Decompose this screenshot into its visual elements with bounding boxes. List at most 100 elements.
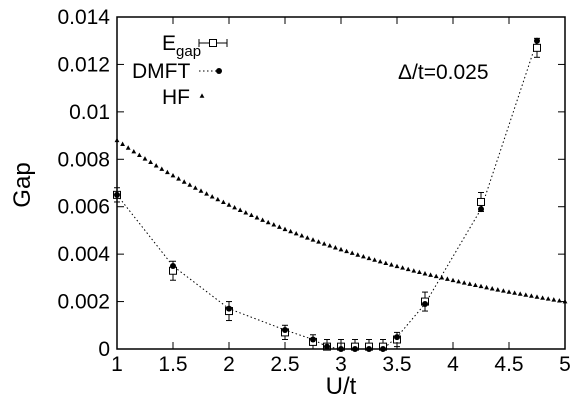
- hf-point: [170, 172, 176, 178]
- hf-point: [321, 241, 327, 246]
- hf-point: [484, 284, 489, 290]
- hf-point: [237, 207, 243, 212]
- hf-point: [176, 176, 181, 181]
- hf-point: [495, 287, 501, 292]
- hf-point: [316, 239, 321, 244]
- hf-point: [193, 185, 198, 190]
- hf-point: [361, 254, 366, 259]
- hf-point: [305, 235, 310, 240]
- hf-point: [282, 226, 288, 232]
- hf-point: [439, 275, 445, 280]
- hf-point: [137, 152, 142, 158]
- x-axis-title: U/t: [326, 373, 357, 400]
- y-tick-label: 0.012: [57, 53, 110, 76]
- hf-point: [187, 182, 193, 187]
- hf-point: [277, 224, 282, 229]
- hf-point: [260, 217, 265, 222]
- hf-point: [288, 228, 293, 234]
- hf-point: [221, 199, 226, 205]
- hf-point: [512, 290, 517, 295]
- hf-point: [215, 196, 221, 202]
- hf-point: [265, 219, 271, 225]
- hf-point: [131, 148, 137, 154]
- hf-point: [473, 282, 478, 288]
- hf-point: [551, 297, 557, 302]
- hf-point: [338, 246, 344, 252]
- dmft-point: [282, 327, 288, 334]
- dmft-point: [394, 334, 400, 341]
- y-tick-label: 0.004: [57, 243, 110, 266]
- hf-point: [333, 245, 338, 250]
- hf-point: [540, 295, 545, 300]
- x-tick-label: 2.5: [270, 353, 299, 376]
- hf-point: [534, 294, 540, 299]
- x-tick-label: 3.5: [382, 353, 411, 376]
- hf-point: [433, 273, 439, 279]
- hf-point: [142, 156, 148, 161]
- hf-point: [489, 286, 495, 291]
- y-tick-label: 0: [98, 338, 110, 361]
- hf-point: [299, 233, 305, 238]
- hf-point: [389, 262, 394, 267]
- dmft-point: [324, 343, 330, 350]
- dmft-point: [478, 206, 484, 213]
- hf-point: [467, 281, 473, 286]
- hf-point: [377, 259, 383, 264]
- dmft-point: [422, 300, 428, 307]
- dmft-point: [310, 336, 316, 343]
- hf-point: [428, 272, 433, 277]
- hf-point: [394, 263, 400, 269]
- hf-point: [204, 191, 209, 196]
- hf-point: [506, 289, 512, 294]
- hf-point: [293, 231, 299, 236]
- x-tick-label: 4.5: [494, 353, 523, 376]
- hf-point: [405, 266, 411, 272]
- hf-point: [232, 204, 237, 210]
- legend-label-egap: Egap: [162, 32, 201, 60]
- hf-point: [181, 179, 187, 184]
- hf-point: [120, 141, 125, 146]
- hf-point: [450, 277, 456, 283]
- y-tick-label: 0.006: [57, 196, 110, 219]
- hf-point: [153, 163, 159, 168]
- y-tick-label: 0.01: [69, 101, 110, 124]
- x-tick-label: 3: [335, 353, 347, 376]
- x-tick-label: 1: [111, 353, 123, 376]
- dmft-point: [170, 263, 176, 269]
- hf-point: [529, 293, 534, 298]
- x-tick-label: 1.5: [158, 353, 187, 376]
- hf-point: [125, 145, 131, 150]
- hf-point: [355, 252, 361, 257]
- hf-point: [198, 188, 204, 193]
- hf-point: [456, 278, 461, 284]
- y-tick-label: 0.008: [57, 148, 110, 171]
- hf-point: [545, 296, 551, 301]
- dmft-point: [226, 305, 232, 312]
- hf-point: [159, 166, 165, 171]
- legend-dmft-marker: [216, 68, 222, 74]
- x-tick-label: 5: [559, 353, 571, 376]
- hf-point: [417, 269, 422, 275]
- annotation-delta: Δ/t=0.025: [398, 61, 489, 84]
- hf-point: [310, 237, 316, 242]
- legend-egap-marker: [209, 39, 217, 47]
- hf-point: [249, 212, 254, 217]
- hf-point: [165, 169, 170, 175]
- hf-point: [445, 276, 450, 281]
- dmft-line: [116, 40, 538, 350]
- hf-point: [383, 260, 389, 266]
- egap-point: [533, 43, 541, 52]
- hf-point: [226, 202, 232, 207]
- x-tick-label: 4: [447, 353, 459, 376]
- hf-point: [327, 243, 333, 248]
- legend-label-hf: HF: [162, 86, 190, 109]
- egap-point: [477, 197, 485, 206]
- hf-point: [523, 292, 529, 297]
- x-axis-ticks: 1 1.5 2 2.5 3 3.5 4 4.5 5: [111, 17, 571, 376]
- hf-point: [400, 265, 405, 270]
- y-axis-title: Gap: [9, 162, 36, 207]
- dmft-point: [534, 37, 540, 44]
- hf-point: [254, 215, 260, 220]
- hf-point: [372, 257, 377, 262]
- y-axis-ticks: 0 0.002 0.004 0.006 0.008 0.01 0.012 0.014: [57, 6, 565, 361]
